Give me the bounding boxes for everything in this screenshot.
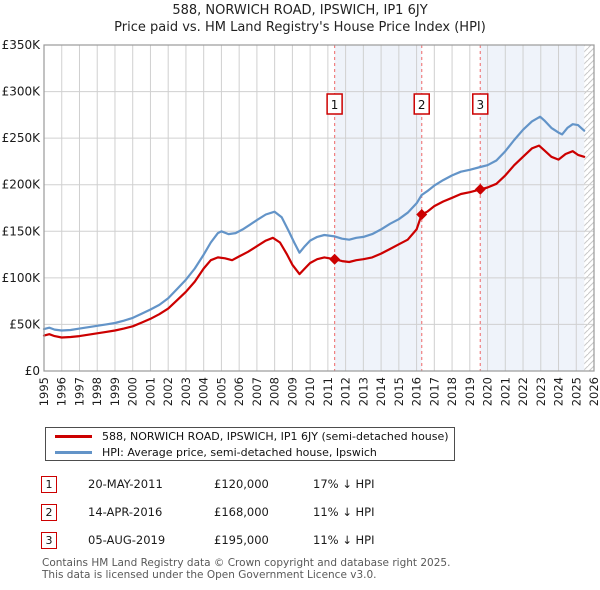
sale-marker (474, 183, 486, 195)
sale-flag-box (413, 93, 430, 115)
sale-number-badge: 1 (41, 476, 57, 493)
chart-legend: 588, NORWICH ROAD, IPSWICH, IP1 6JY (sem… (45, 427, 455, 461)
y-tick-label: £100K (2, 271, 42, 285)
sale-vs-hpi: 11% ↓ HPI (313, 505, 375, 519)
sale-flag-box (326, 93, 343, 115)
x-tick-label: 2018 (445, 377, 459, 406)
table-row: 3 05-AUG-2019 £195,000 11% ↓ HPI (0, 532, 600, 550)
x-tick-label: 2014 (374, 377, 388, 406)
future-hatch-band (584, 45, 594, 371)
footer-line-2: This data is licensed under the Open Gov… (42, 568, 377, 581)
property-line-swatch (55, 434, 92, 438)
ownership-period-band (480, 45, 585, 371)
x-tick-label: 2001 (143, 377, 157, 406)
y-tick-label: £250K (2, 131, 42, 145)
sale-vs-hpi: 17% ↓ HPI (313, 477, 375, 491)
sale-price: £120,000 (214, 477, 269, 491)
property-price-line (42, 144, 586, 339)
sale-marker (329, 253, 341, 265)
x-tick-label: 2019 (463, 377, 477, 406)
legend-item-property: 588, NORWICH ROAD, IPSWICH, IP1 6JY (sem… (55, 430, 454, 443)
hpi-line-swatch (55, 450, 92, 454)
y-tick-label: £50K (9, 317, 41, 331)
sale-date: 14-APR-2016 (88, 505, 163, 519)
plot-frame (43, 44, 595, 372)
ownership-period-band (334, 45, 422, 371)
x-tick-label: 1998 (90, 377, 104, 406)
x-tick-label: 2021 (498, 377, 512, 406)
x-tick-label: 2024 (552, 377, 566, 406)
sale-price: £195,000 (214, 533, 269, 547)
sale-date: 05-AUG-2019 (88, 533, 166, 547)
sale-flag-number: 3 (476, 98, 484, 112)
x-tick-label: 2005 (214, 377, 228, 406)
y-tick-label: £350K (2, 38, 42, 52)
y-tick-label: £150K (2, 224, 42, 238)
x-tick-label: 2015 (392, 377, 406, 406)
page-title: 588, NORWICH ROAD, IPSWICH, IP1 6JY (172, 3, 428, 18)
sale-marker (416, 209, 428, 221)
price-chart: 1 2 3 £0 £50K £100K £150K £200K £250K £300K £350K 1… (2, 38, 600, 406)
y-tick-label: £200K (2, 178, 42, 192)
x-tick-label: 2023 (534, 377, 548, 406)
legend-label-property: 588, NORWICH ROAD, IPSWICH, IP1 6JY (sem… (102, 429, 449, 443)
sale-flag-number: 1 (331, 98, 339, 112)
x-tick-label: 2013 (356, 377, 370, 406)
x-tick-label: 2016 (410, 377, 424, 406)
sale-flag-number: 2 (418, 98, 426, 112)
x-tick-label: 1997 (72, 377, 86, 406)
x-tick-label: 2006 (232, 377, 246, 406)
x-tick-label: 2026 (587, 377, 600, 406)
y-tick-label: £300K (2, 85, 42, 99)
x-tick-label: 2017 (427, 377, 441, 406)
footer-attribution: Contains HM Land Registry data © Crown c… (42, 557, 451, 581)
x-tick-label: 2025 (569, 377, 583, 406)
x-tick-label: 2004 (197, 377, 211, 406)
x-tick-label: 2008 (268, 377, 282, 406)
x-tick-label: 1995 (37, 377, 51, 406)
x-tick-label: 2003 (179, 377, 193, 406)
sale-flag-box (472, 93, 489, 115)
x-tick-label: 2002 (161, 377, 175, 406)
table-row: 1 20-MAY-2011 £120,000 17% ↓ HPI (0, 476, 600, 494)
x-tick-label: 2020 (481, 377, 495, 406)
x-tick-label: 2012 (339, 377, 353, 406)
hpi-line (42, 115, 586, 332)
x-tick-label: 2009 (285, 377, 299, 406)
x-tick-label: 2011 (321, 377, 335, 406)
sale-number-badge: 2 (41, 504, 57, 521)
x-tick-label: 1999 (108, 377, 122, 406)
legend-item-hpi: HPI: Average price, semi-detached house,… (55, 446, 454, 459)
sale-number-badge: 3 (41, 532, 57, 549)
y-tick-label: £0 (25, 364, 40, 378)
x-tick-label: 2022 (516, 377, 530, 406)
legend-label-hpi: HPI: Average price, semi-detached house,… (102, 445, 377, 459)
page-subtitle: Price paid vs. HM Land Registry's House … (114, 20, 486, 35)
sale-date: 20-MAY-2011 (88, 477, 163, 491)
x-tick-label: 2007 (250, 377, 264, 406)
sale-vs-hpi: 11% ↓ HPI (313, 533, 375, 547)
x-tick-label: 2000 (126, 377, 140, 406)
table-row: 2 14-APR-2016 £168,000 11% ↓ HPI (0, 504, 600, 522)
x-tick-label: 1996 (55, 377, 69, 406)
footer-line-1: Contains HM Land Registry data © Crown c… (42, 557, 451, 569)
x-tick-label: 2010 (303, 377, 317, 406)
sale-price: £168,000 (214, 505, 269, 519)
